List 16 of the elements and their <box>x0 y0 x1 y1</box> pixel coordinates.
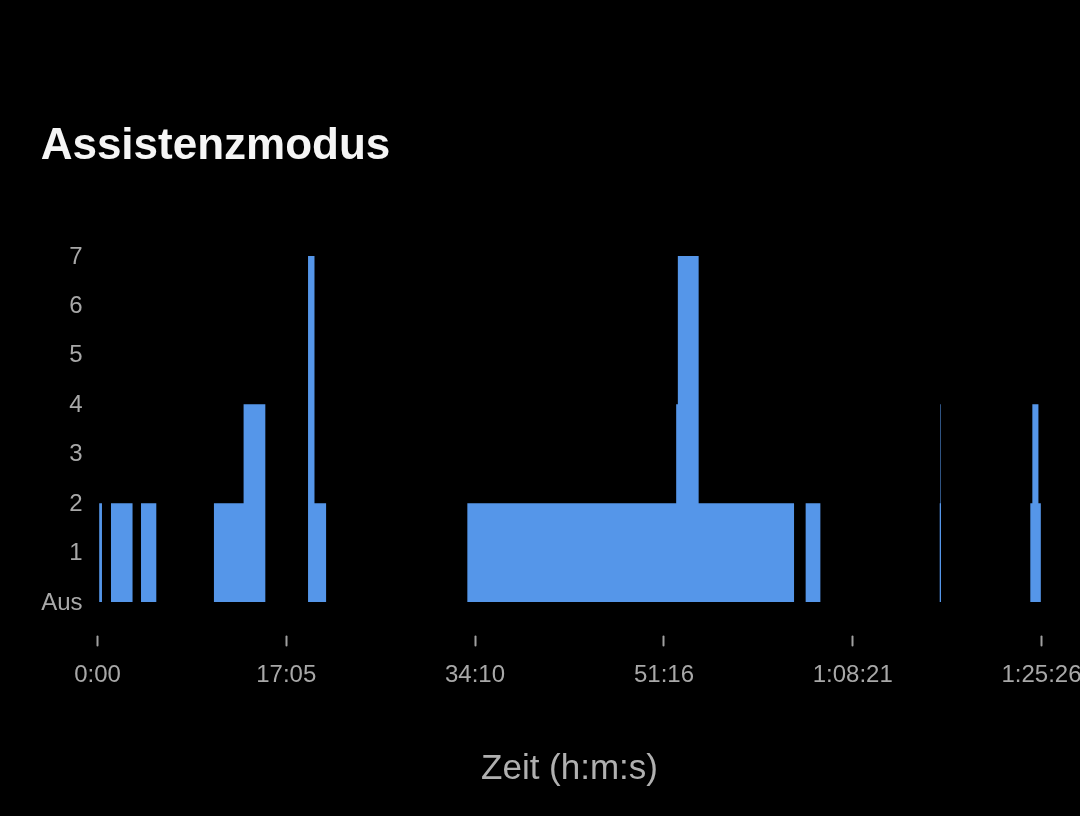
y-tick-label: 3 <box>69 439 83 467</box>
x-tick-label: 1:25:26 <box>1001 659 1080 687</box>
chart-title: Assistenzmodus <box>40 119 391 168</box>
x-tick-label: 0:00 <box>74 659 121 687</box>
x-tick-label: 1:08:21 <box>812 659 893 687</box>
x-tick-label: 51:16 <box>633 659 694 687</box>
x-tick-label: 34:10 <box>445 659 506 687</box>
y-tick-label: 2 <box>69 488 83 516</box>
y-tick-label: 7 <box>69 241 83 269</box>
y-tick-label: 1 <box>69 538 83 566</box>
y-tick-label: 6 <box>69 290 83 318</box>
y-tick-label: Aus <box>41 587 83 615</box>
y-tick-label: 4 <box>69 389 83 417</box>
x-tick-label: 17:05 <box>256 659 317 687</box>
x-axis-title: Zeit (h:m:s) <box>481 746 658 786</box>
y-tick-label: 5 <box>69 340 83 368</box>
